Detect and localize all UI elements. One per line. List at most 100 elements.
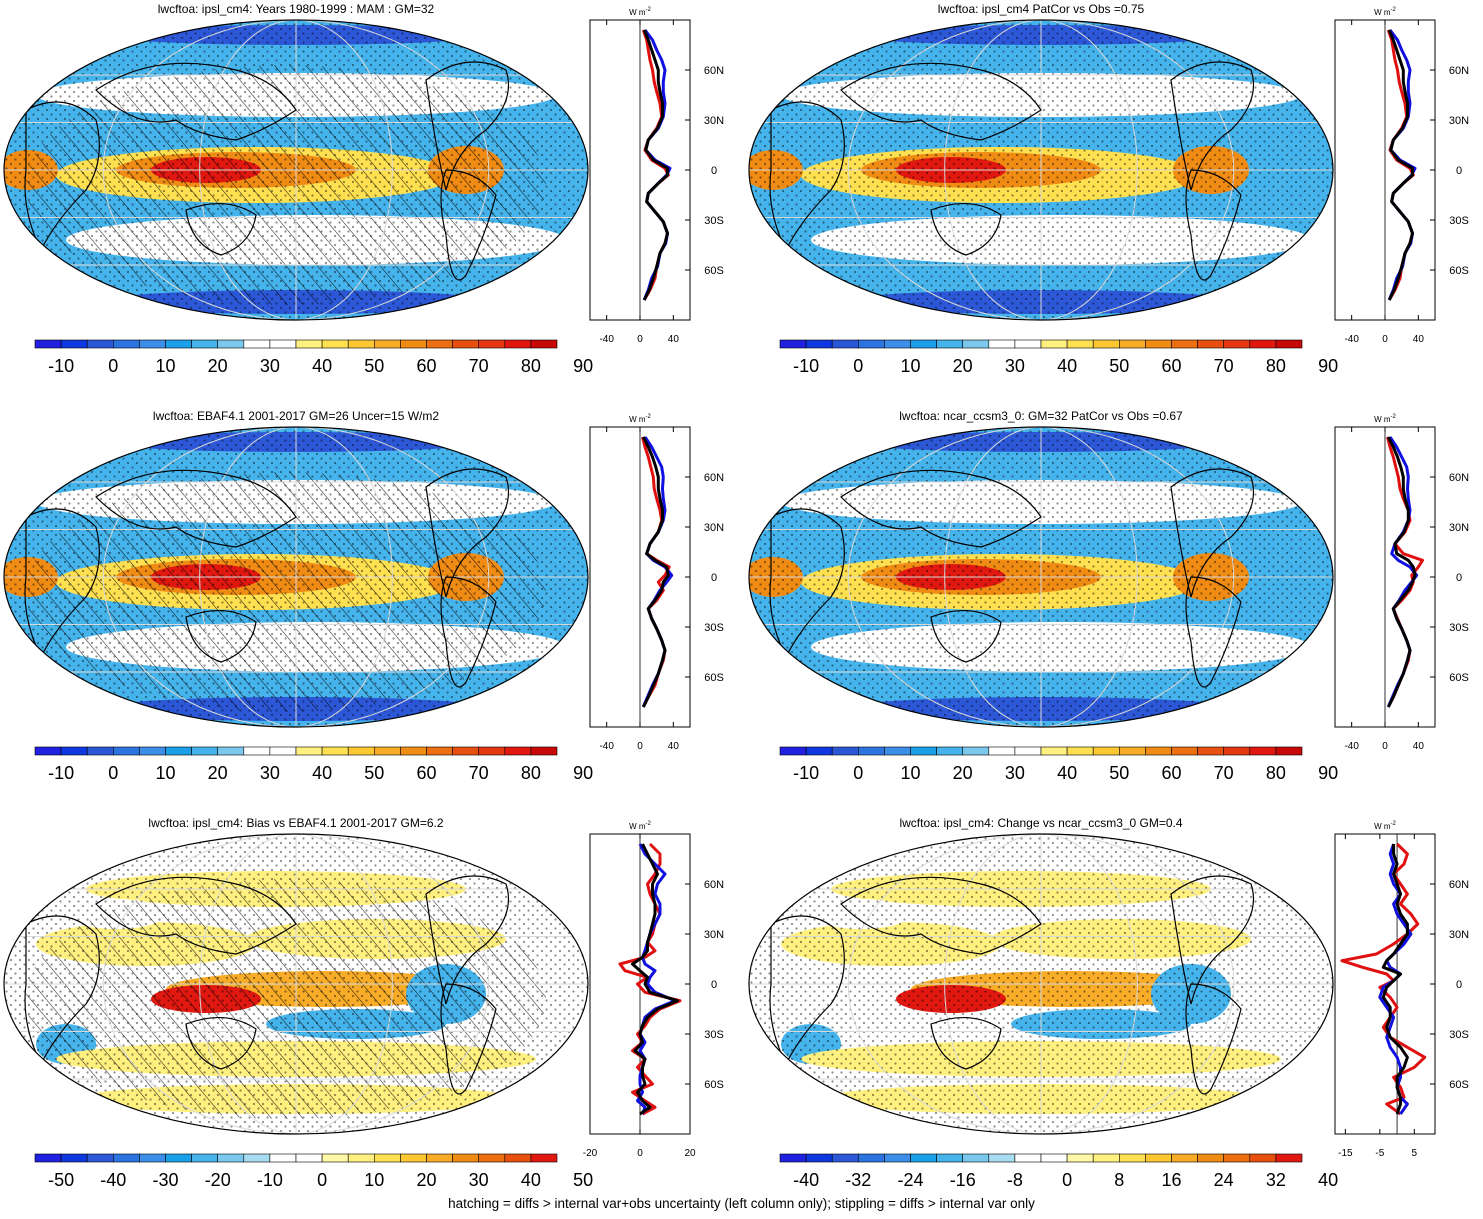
- colorbar-swatch: [1145, 339, 1172, 349]
- colorbar-swatch: [530, 746, 558, 756]
- colorbar-tick-label: 30: [260, 763, 280, 783]
- profile-units: W m-2: [1374, 7, 1396, 17]
- colorbar-swatch: [191, 1153, 219, 1163]
- colorbar-swatch: [988, 746, 1016, 756]
- colorbar-swatch: [113, 746, 140, 756]
- colorbar-swatch: [779, 339, 807, 349]
- colorbar-tick-label: 10: [364, 1170, 384, 1190]
- colorbar-swatch: [426, 746, 453, 756]
- colorbar-swatch: [191, 746, 219, 756]
- map-frame: [748, 426, 1334, 728]
- profile-x-tick-label: 5: [1412, 1148, 1418, 1159]
- colorbar-swatch: [504, 1153, 532, 1163]
- colorbar: -40 -32 -24 -16 -8 0 8 16 24 32 40: [779, 1153, 1338, 1190]
- colorbar: -10 0 10 20 30 40 50 60 70 80 90: [34, 339, 593, 376]
- zonal-line-black: [631, 843, 679, 1116]
- colorbar-tick-label: 40: [1318, 1170, 1338, 1190]
- figure-panel-2: lwcftoa: ipsl_cm4 PatCor vs Obs =0.75 -10…: [745, 0, 1483, 405]
- colorbar-tick-label: 40: [1057, 356, 1077, 376]
- panel-title: lwcftoa: ncar_ccsm3_0: GM=32 PatCor vs O…: [899, 409, 1183, 423]
- zonal-mean-plot: -40 0 40 W m-2 60N 30N 0 30S 60S: [589, 7, 724, 345]
- colorbar-tick-label: -32: [845, 1170, 871, 1190]
- colorbar-swatch: [831, 746, 859, 756]
- map-and-profile: -10 0 10 20 30 40 50 60 70 80 90 -40 0 40 W m-2 60N 30N 0…: [748, 414, 1469, 783]
- coastlines: [24, 468, 510, 688]
- colorbar-swatch: [936, 746, 964, 756]
- profile-lat-label: 0: [711, 572, 717, 584]
- colorbar-tick-label: 0: [853, 356, 863, 376]
- colorbar-swatch: [347, 339, 375, 349]
- profile-x-tick-label: 0: [1382, 741, 1388, 752]
- profile-lat-label: 60S: [1449, 265, 1469, 277]
- colorbar-swatch: [831, 339, 859, 349]
- profile-lat-label: 60N: [704, 472, 724, 484]
- map-field: [4, 834, 588, 1134]
- colorbar-swatch: [805, 339, 833, 349]
- coastlines: [769, 875, 1255, 1095]
- zonal-line-black: [1381, 844, 1409, 1115]
- colorbar-swatch: [269, 339, 297, 349]
- profile-lat-label: 60N: [704, 65, 724, 77]
- colorbar-swatch: [831, 1153, 859, 1163]
- colorbar: -10 0 10 20 30 40 50 60 70 80 90: [779, 339, 1338, 376]
- profile-lat-label: 60S: [704, 265, 724, 277]
- zonal-line-red: [1340, 842, 1427, 1116]
- colorbar-tick-label: -10: [48, 356, 74, 376]
- colorbar-swatch: [139, 1153, 166, 1163]
- colorbar-swatch: [295, 746, 323, 756]
- profile-lat-label: 30S: [1449, 215, 1469, 227]
- zonal-line-black: [642, 29, 669, 301]
- graticule: [4, 427, 588, 727]
- colorbar-swatch: [217, 746, 245, 756]
- graticule: [749, 834, 1333, 1134]
- map-and-profile: -50 -40 -30 -20 -10 0 10 20 30 40 50 -20 0 20 W m-2 60N…: [3, 821, 724, 1190]
- colorbar-swatch: [478, 746, 506, 756]
- colorbar-tick-label: 90: [1318, 763, 1338, 783]
- coastlines: [24, 61, 510, 281]
- colorbar-tick-label: 30: [260, 356, 280, 376]
- colorbar-swatch: [1066, 339, 1094, 349]
- profile-lat-label: 0: [1456, 572, 1462, 584]
- colorbar-swatch: [86, 339, 114, 349]
- colorbar-swatch: [165, 339, 192, 349]
- profile-lat-label: 60S: [1449, 672, 1469, 684]
- colorbar-swatch: [1249, 339, 1277, 349]
- colorbar-swatch: [1066, 1153, 1094, 1163]
- colorbar-swatch: [60, 1153, 88, 1163]
- colorbar-tick-label: 8: [1114, 1170, 1124, 1190]
- map-and-profile: -40 -32 -24 -16 -8 0 8 16 24 32 40-15 -5 5 W m-2 60N 30…: [748, 821, 1469, 1190]
- panel-title: lwcftoa: EBAF4.1 2001-2017 GM=26 Uncer=1…: [152, 409, 440, 423]
- figure-panel-5: lwcftoa: ipsl_cm4: Bias vs EBAF4.1 2001-…: [0, 814, 741, 1219]
- colorbar-swatch: [373, 746, 401, 756]
- colorbar-tick-label: 60: [1161, 763, 1181, 783]
- colorbar-swatch: [321, 1153, 349, 1163]
- colorbar-swatch: [347, 1153, 375, 1163]
- colorbar-swatch: [86, 1153, 114, 1163]
- profile-lat-label: 30N: [1449, 115, 1469, 127]
- colorbar-swatch: [165, 746, 192, 756]
- colorbar-tick-label: -10: [48, 763, 74, 783]
- colorbar-tick-label: -8: [1007, 1170, 1023, 1190]
- colorbar-tick-label: 50: [1109, 763, 1129, 783]
- colorbar-swatch: [1014, 339, 1042, 349]
- profile-x-tick-label: -40: [1344, 741, 1359, 752]
- map-field: [749, 20, 1333, 320]
- colorbar-swatch: [452, 1153, 480, 1163]
- colorbar-swatch: [936, 339, 964, 349]
- zonal-line-red: [641, 436, 671, 708]
- colorbar-tick-label: 20: [953, 356, 973, 376]
- colorbar-tick-label: 10: [900, 763, 920, 783]
- colorbar-swatch: [373, 339, 401, 349]
- colorbar-tick-label: 40: [1057, 763, 1077, 783]
- profile-x-tick-label: 20: [684, 1148, 696, 1159]
- colorbar-tick-label: 50: [573, 1170, 593, 1190]
- colorbar-tick-label: 0: [317, 1170, 327, 1190]
- map-frame: [3, 426, 589, 728]
- colorbar-swatch: [858, 339, 885, 349]
- colorbar-tick-label: -30: [152, 1170, 178, 1190]
- colorbar-swatch: [1275, 746, 1303, 756]
- colorbar-tick-label: 60: [416, 763, 436, 783]
- profile-x-tick-label: 0: [637, 334, 643, 345]
- zonal-mean-plot: -20 0 20 W m-2 60N 30N 0 30S 60S: [583, 821, 724, 1159]
- colorbar-swatch: [113, 1153, 140, 1163]
